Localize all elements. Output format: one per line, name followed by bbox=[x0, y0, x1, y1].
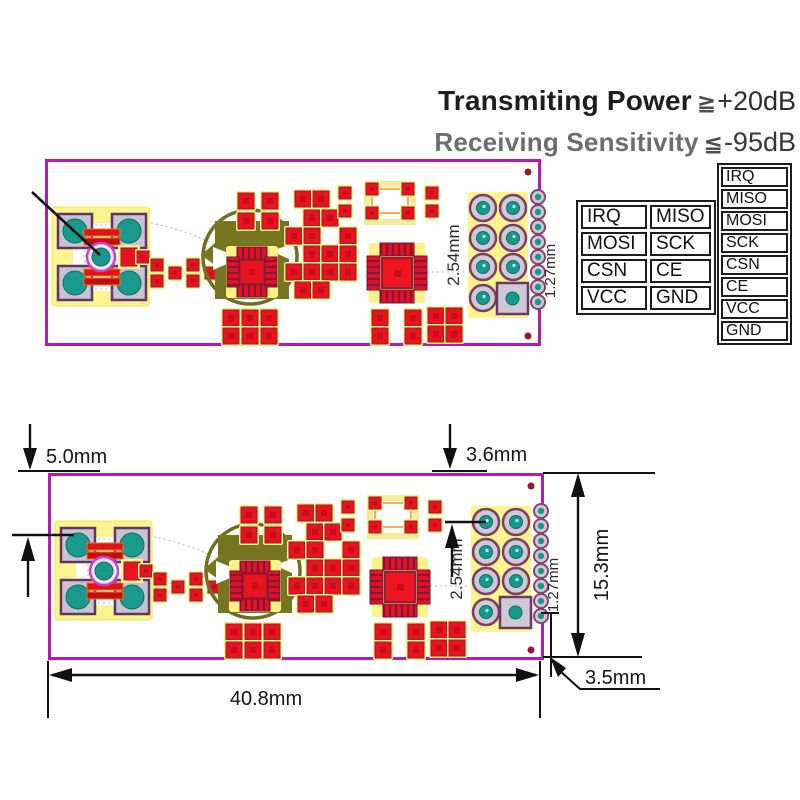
spec-headline: Transmiting Power ≧+20dB Receiving Sensit… bbox=[434, 82, 796, 165]
pin-cell: CSN bbox=[721, 255, 788, 275]
pin-grid-table: IRQ MISO MOSI SCK CSN CE VCC GND bbox=[576, 200, 716, 315]
pin-cell: MISO bbox=[721, 189, 788, 209]
dim-3_5mm-label: 3.5mm bbox=[585, 667, 646, 689]
table-row: CE bbox=[721, 277, 788, 297]
lte-operator: ≦ bbox=[703, 131, 723, 157]
table-row: VCC GND bbox=[581, 286, 711, 310]
dim-15_3mm: 15.3mm bbox=[543, 472, 655, 658]
transmit-power-value: +20dB bbox=[717, 86, 796, 116]
dim-3_6mm-label: 3.6mm bbox=[466, 444, 527, 466]
spec-line-receive: Receiving Sensitivity ≦-95dB bbox=[434, 124, 796, 165]
table-row: CSN bbox=[721, 255, 788, 275]
table-row: IRQ bbox=[721, 167, 788, 187]
pin-cell: IRQ bbox=[721, 167, 788, 187]
pin-cell: MOSI bbox=[721, 211, 788, 231]
pin-cell: GND bbox=[650, 286, 711, 310]
dim-left-pad-arrow bbox=[12, 533, 74, 597]
dim-5mm: 5.0mm bbox=[18, 424, 107, 472]
dim-5mm-label: 5.0mm bbox=[46, 446, 107, 468]
transmit-power-label: Transmiting Power bbox=[437, 85, 692, 116]
antenna-pointer-line bbox=[31, 191, 101, 256]
table-row: SCK bbox=[721, 233, 788, 253]
dim-40_8mm: 40.8mm bbox=[47, 661, 541, 718]
pin-cell: IRQ bbox=[581, 205, 647, 229]
dim-40_8mm-label: 40.8mm bbox=[230, 688, 302, 710]
pin-cell: SCK bbox=[721, 233, 788, 253]
table-row: MOSI SCK bbox=[581, 232, 711, 256]
receive-sensitivity-value: -95dB bbox=[723, 127, 796, 157]
pin-cell: SCK bbox=[650, 232, 711, 256]
table-row: GND bbox=[721, 321, 788, 341]
dim-3_5mm: 3.5mm bbox=[541, 612, 660, 690]
pin-cell: CSN bbox=[581, 259, 647, 283]
gte-operator: ≧ bbox=[696, 90, 717, 116]
pin-cell: VCC bbox=[581, 286, 647, 310]
pcb-view-top bbox=[47, 161, 560, 347]
pcb-view-bottom bbox=[50, 475, 563, 661]
pin-cell: MISO bbox=[650, 205, 711, 229]
table-row: CSN CE bbox=[581, 259, 711, 283]
pin-cell: CE bbox=[721, 277, 788, 297]
dim-connector-arrow bbox=[445, 520, 486, 577]
table-row: IRQ MISO bbox=[581, 205, 711, 229]
pin-cell: CE bbox=[650, 259, 711, 283]
pin-cell: VCC bbox=[721, 299, 788, 319]
table-row: MOSI bbox=[721, 211, 788, 231]
pin-list-table: IRQ MISO MOSI SCK CSN CE VCC GND bbox=[717, 163, 792, 345]
receive-sensitivity-label: Receiving Sensitivity bbox=[434, 127, 699, 157]
dim-15_3mm-label: 15.3mm bbox=[591, 529, 613, 601]
dim-3_6mm: 3.6mm bbox=[432, 424, 527, 472]
spec-line-transmit: Transmiting Power ≧+20dB bbox=[434, 82, 796, 124]
table-row: MISO bbox=[721, 189, 788, 209]
pin-cell: GND bbox=[721, 321, 788, 341]
table-row: VCC bbox=[721, 299, 788, 319]
pin-cell: MOSI bbox=[581, 232, 647, 256]
